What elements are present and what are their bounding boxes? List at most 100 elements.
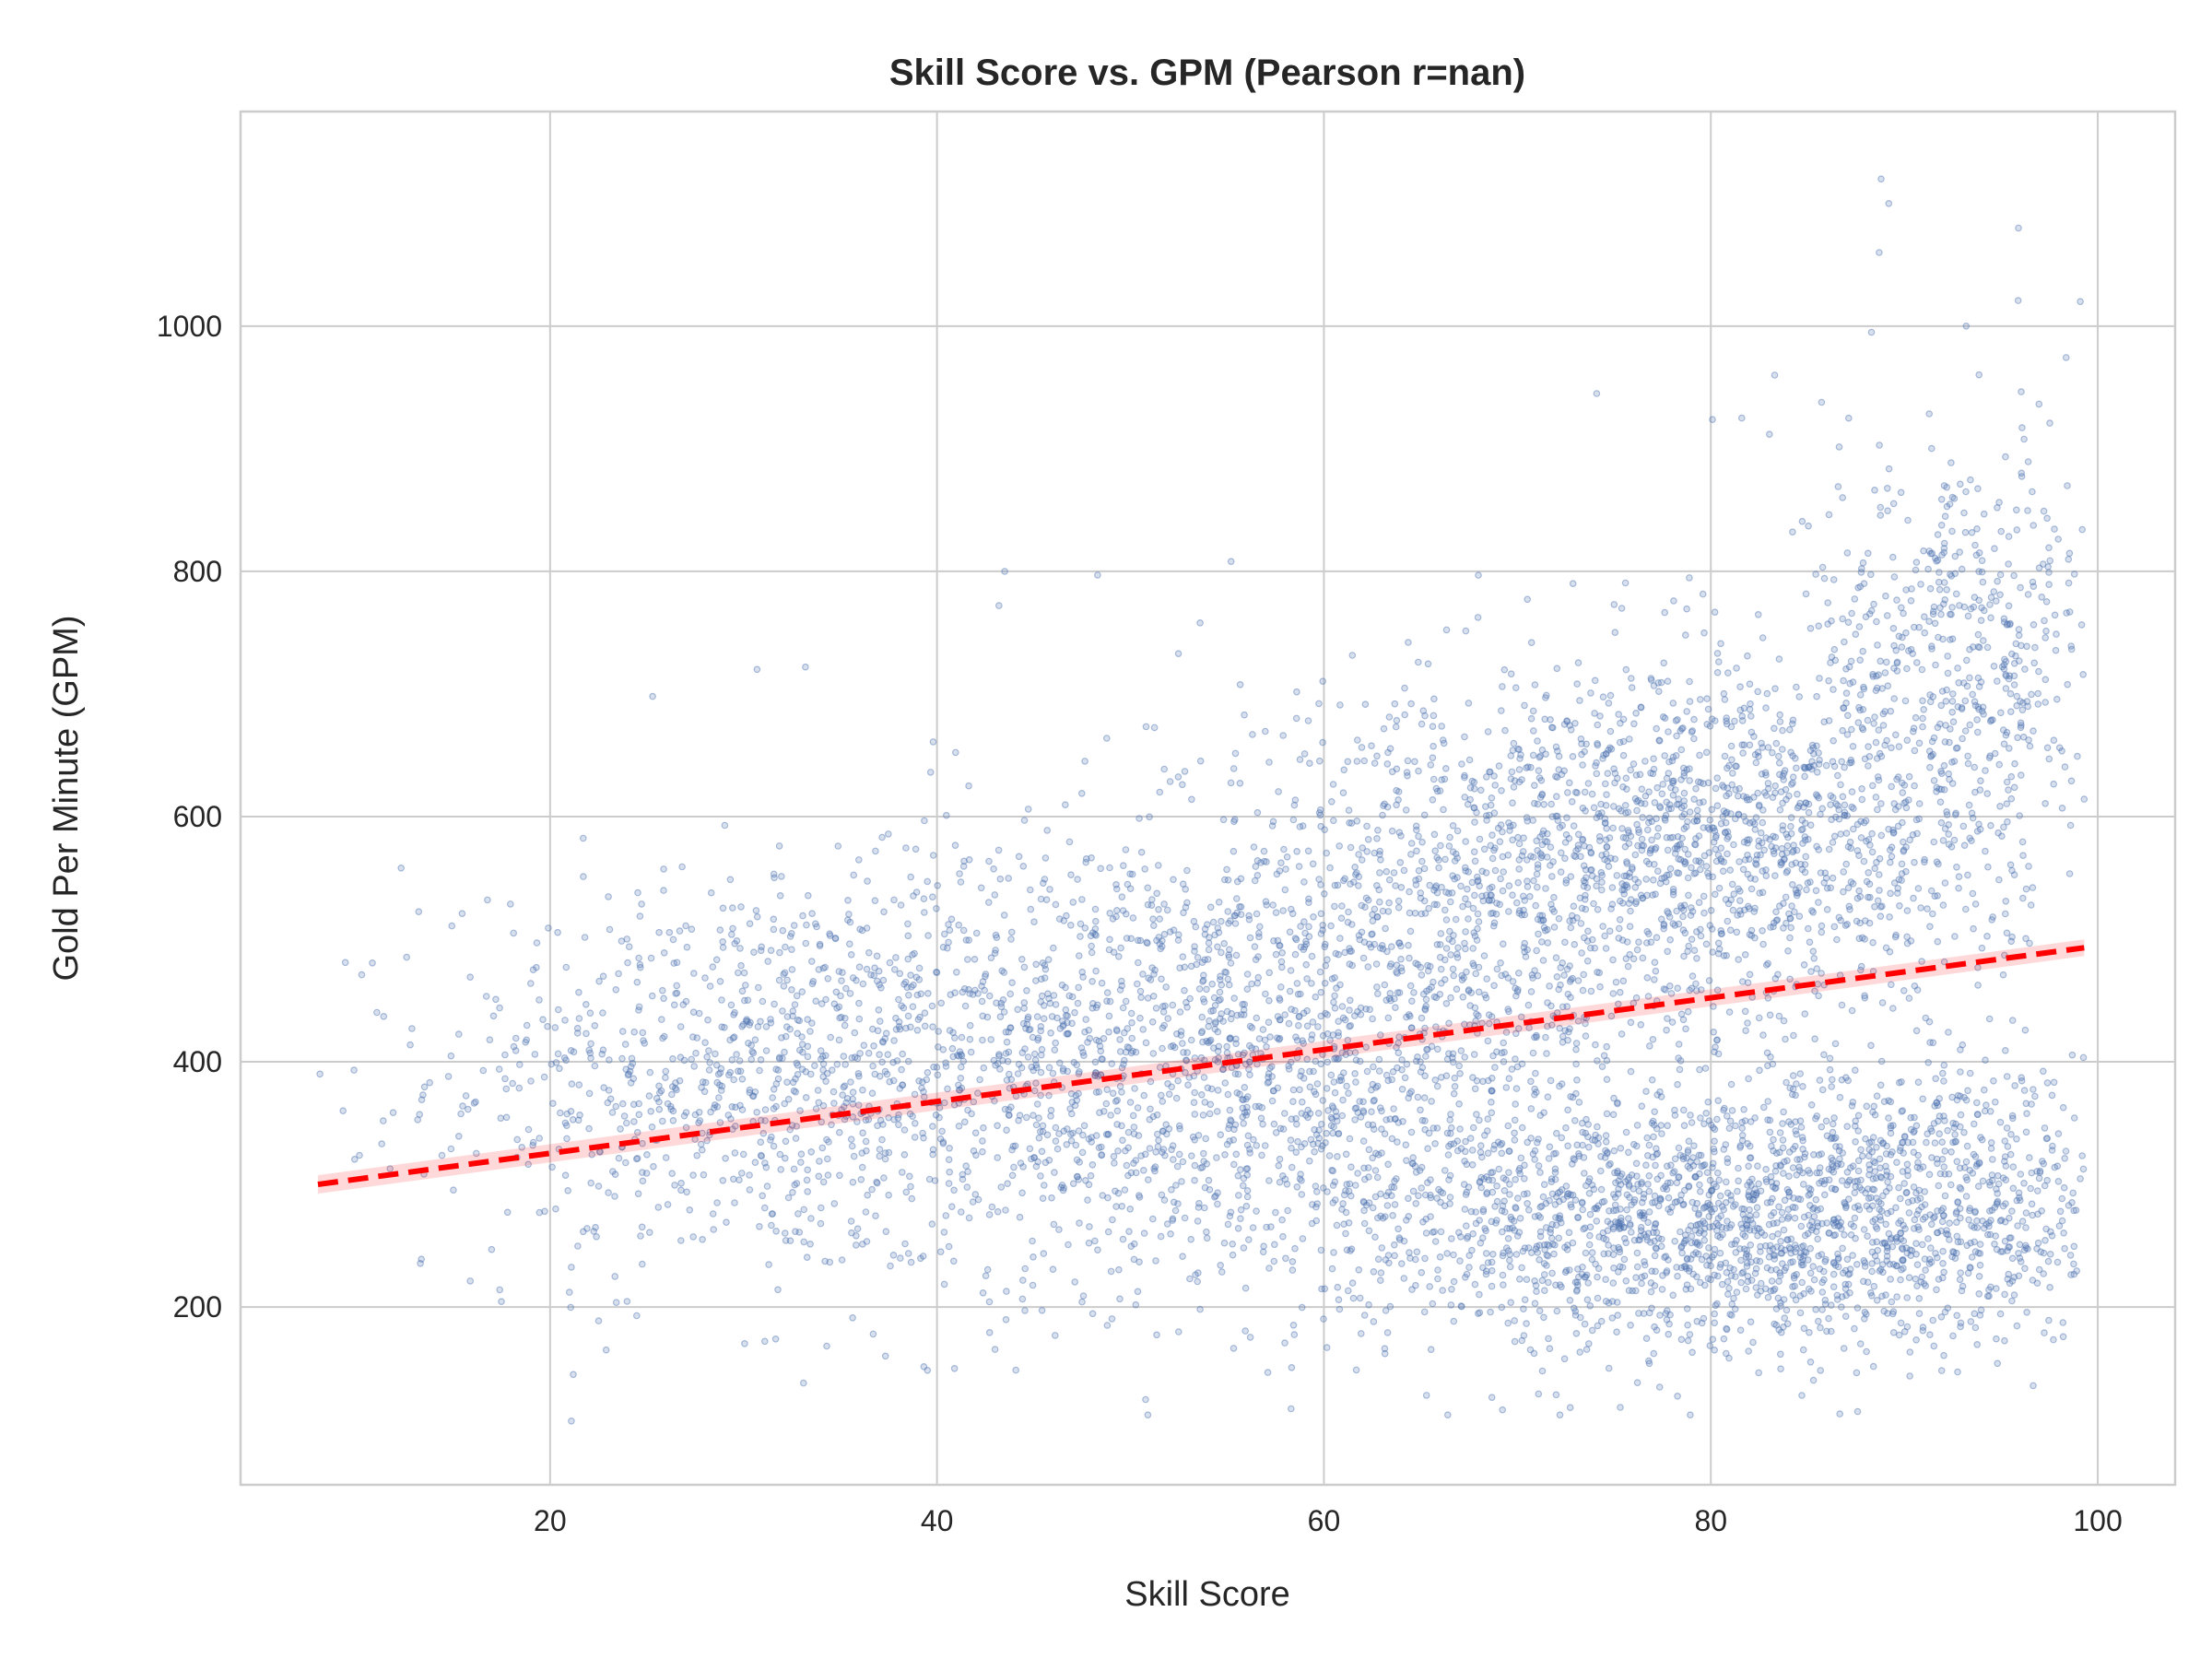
scatter-point: [781, 1100, 789, 1108]
scatter-point: [1538, 938, 1546, 946]
scatter-point: [1199, 995, 1207, 1003]
scatter-point: [1847, 878, 1855, 886]
scatter-point: [1357, 1011, 1365, 1018]
scatter-point: [2065, 549, 2074, 558]
scatter-point: [896, 1025, 904, 1033]
scatter-point: [1888, 782, 1896, 791]
scatter-point: [1418, 971, 1426, 979]
scatter-point: [794, 1030, 802, 1038]
scatter-point: [864, 877, 871, 885]
scatter-point: [574, 1116, 582, 1124]
scatter-point: [736, 1101, 744, 1110]
scatter-point: [794, 1071, 802, 1078]
scatter-point: [2003, 778, 2011, 786]
scatter-point: [1583, 874, 1590, 882]
scatter-point: [1112, 1203, 1120, 1210]
scatter-point: [1124, 1144, 1133, 1152]
scatter-point: [1124, 1171, 1132, 1180]
scatter-point: [2041, 799, 2049, 807]
scatter-point: [1530, 727, 1537, 735]
scatter-point: [1407, 1128, 1416, 1136]
scatter-point: [1896, 901, 1903, 910]
scatter-point: [1076, 1219, 1083, 1227]
scatter-point: [751, 1159, 759, 1167]
scatter-point: [1625, 829, 1632, 837]
scatter-point: [1116, 1048, 1124, 1055]
scatter-point: [1712, 784, 1720, 793]
scatter-point: [1783, 795, 1790, 804]
scatter-point: [1848, 609, 1855, 618]
scatter-point: [459, 1102, 466, 1110]
scatter-point: [1632, 898, 1641, 906]
scatter-point: [1077, 1044, 1086, 1052]
scatter-point: [1504, 851, 1512, 859]
scatter-point: [1515, 1025, 1523, 1032]
scatter-point: [1277, 859, 1285, 867]
scatter-point: [1289, 1098, 1297, 1106]
scatter-point: [466, 973, 475, 982]
scatter-point: [552, 1059, 560, 1066]
scatter-point: [1550, 893, 1558, 901]
scatter-point: [1442, 764, 1450, 772]
scatter-point: [1240, 1006, 1248, 1014]
scatter-point: [1491, 1064, 1499, 1071]
scatter-point: [824, 975, 832, 982]
scatter-point: [1097, 865, 1105, 873]
scatter-point: [1878, 685, 1887, 692]
scatter-point: [1512, 1055, 1519, 1063]
scatter-point: [1445, 935, 1453, 943]
scatter-point: [1331, 1005, 1339, 1012]
scatter-point: [1651, 976, 1658, 983]
scatter-point: [1186, 1275, 1194, 1283]
scatter-point: [1146, 1145, 1154, 1152]
scatter-point: [1825, 845, 1833, 853]
scatter-point: [788, 946, 795, 954]
scatter-point: [1174, 1200, 1182, 1207]
scatter-point: [1312, 1182, 1320, 1190]
scatter-point: [1113, 885, 1121, 893]
scatter-point: [1356, 1098, 1364, 1105]
scatter-point: [1488, 1282, 1496, 1290]
scatter-point: [986, 992, 994, 1000]
scatter-point: [1759, 940, 1767, 948]
scatter-point: [642, 1170, 651, 1177]
scatter-point: [1335, 1130, 1343, 1137]
scatter-point: [1091, 1058, 1100, 1066]
scatter-point: [794, 1016, 802, 1024]
scatter-point: [1711, 1319, 1719, 1327]
scatter-point: [1294, 990, 1302, 998]
scatter-point: [1823, 905, 1831, 913]
scatter-point: [1160, 900, 1168, 908]
scatter-point: [1872, 794, 1880, 801]
scatter-point: [1865, 893, 1872, 901]
scatter-point: [1498, 1139, 1506, 1147]
scatter-point: [1814, 792, 1821, 800]
scatter-point: [772, 1102, 780, 1111]
scatter-point: [735, 1057, 744, 1065]
scatter-point: [946, 1145, 953, 1152]
scatter-point: [2002, 453, 2009, 461]
scatter-point: [1286, 928, 1294, 936]
scatter-point: [1394, 897, 1403, 905]
scatter-point: [1567, 725, 1575, 734]
scatter-point: [897, 901, 905, 909]
scatter-point: [1233, 895, 1241, 902]
scatter-point: [1507, 775, 1515, 782]
scatter-point: [1474, 910, 1482, 918]
scatter-point: [1382, 924, 1389, 933]
scatter-point: [1982, 767, 1989, 774]
scatter-point: [570, 1048, 578, 1056]
scatter-point: [1132, 1048, 1140, 1056]
scatter-point: [1331, 974, 1338, 982]
scatter-point: [807, 1215, 815, 1222]
scatter-point: [1717, 640, 1724, 648]
scatter-point: [1638, 785, 1646, 794]
scatter-point: [1191, 1176, 1198, 1184]
scatter-point: [1948, 780, 1957, 787]
scatter-point: [1331, 1088, 1339, 1097]
scatter-point: [1527, 1105, 1535, 1112]
scatter-point: [1156, 788, 1164, 796]
scatter-point: [1876, 871, 1883, 878]
scatter-point: [1512, 984, 1519, 993]
scatter-point: [1025, 1026, 1033, 1034]
